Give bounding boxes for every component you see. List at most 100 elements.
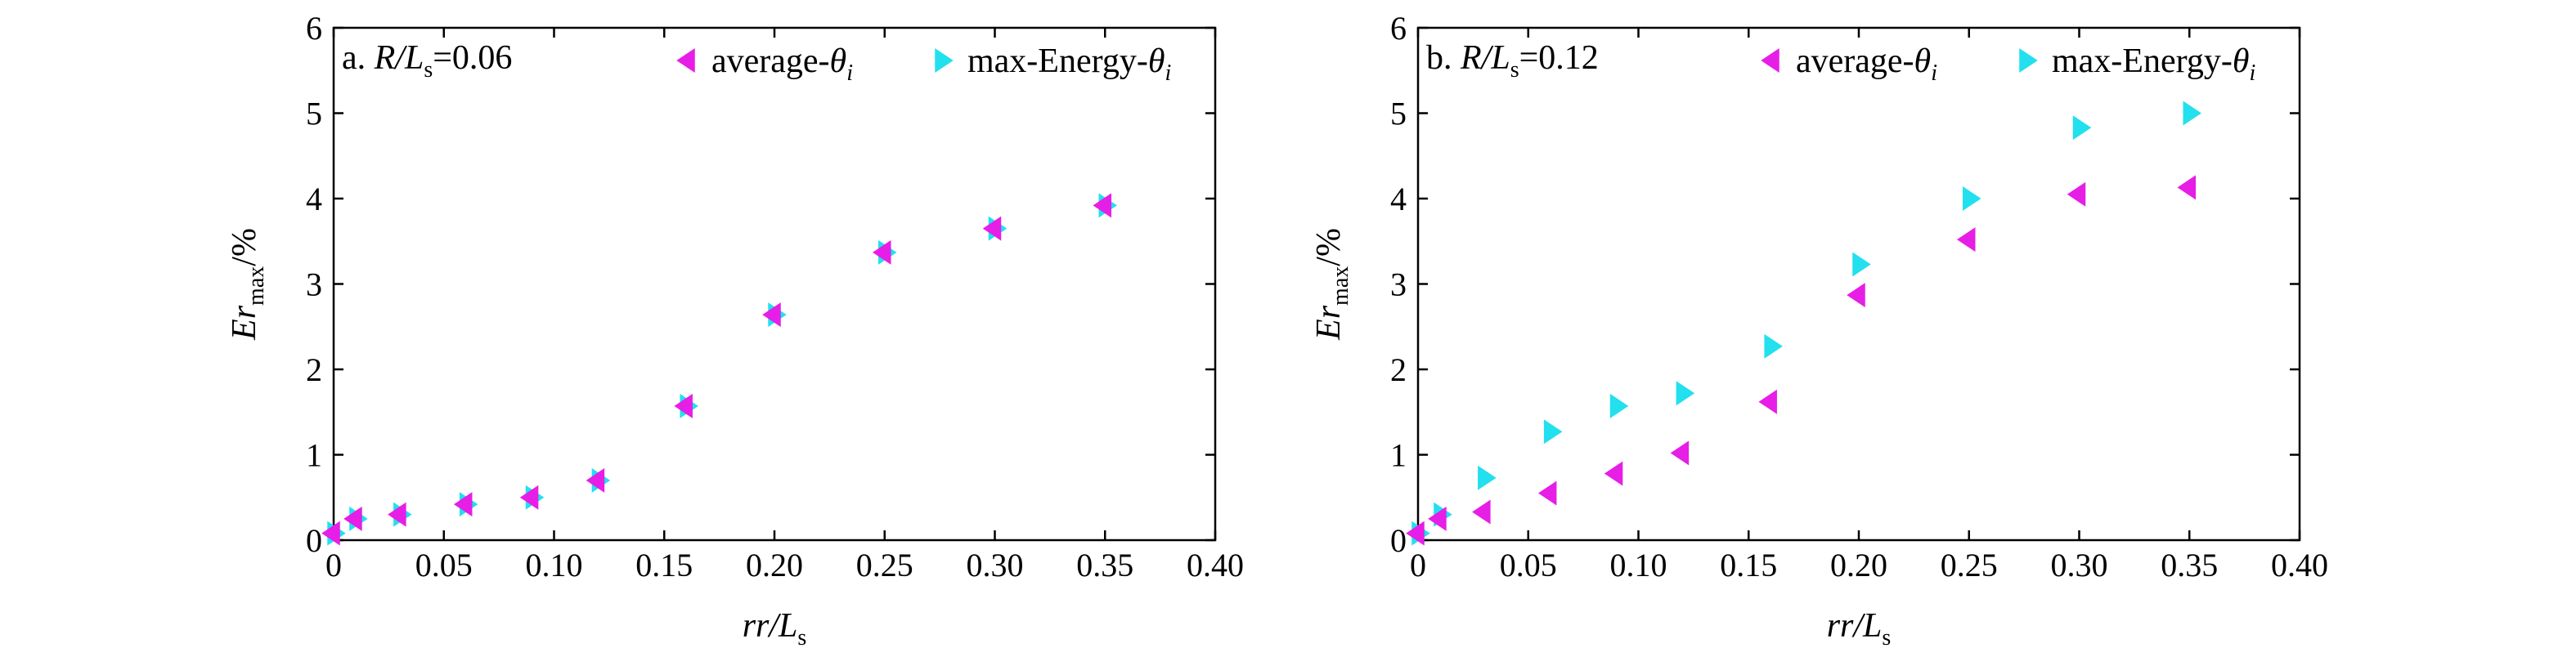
legend-entry-average: average-θi <box>676 42 853 86</box>
x-axis-label-main: rr/L <box>1827 607 1883 645</box>
data-point-average <box>873 239 891 265</box>
legend-label-sub: i <box>1165 60 1171 86</box>
panel-label-ratio-sub: s <box>424 57 433 83</box>
legend-label-symbol: θ <box>1148 42 1165 80</box>
y-axis-label-sub: max <box>244 266 269 306</box>
panel-label-prefix: b. <box>1426 39 1461 77</box>
panel-label-ratio: R/L <box>1460 39 1510 77</box>
y-axis-label-main: Er <box>1310 305 1348 341</box>
data-point-average <box>388 502 406 527</box>
data-point-average <box>1670 440 1690 466</box>
y-tick-label: 5 <box>1390 96 1407 132</box>
legend-label-text: max-Energy- <box>2052 42 2233 80</box>
y-tick-label: 6 <box>306 10 322 47</box>
x-axis-label-sub: s <box>797 625 806 650</box>
x-tick-label: 0.40 <box>2271 547 2328 583</box>
panel-label-value: =0.06 <box>433 39 512 77</box>
x-tick-label: 0.35 <box>2161 547 2218 583</box>
x-axis-label: rr/Ls <box>1827 607 1892 650</box>
x-axis-label-sub: s <box>1882 625 1891 650</box>
data-point-average <box>2177 175 2196 200</box>
x-tick-label: 0.35 <box>1076 547 1133 583</box>
data-point-max-energy <box>1676 381 1695 406</box>
legend-label: average-θi <box>1796 42 1937 86</box>
x-tick-label: 0.15 <box>1720 547 1777 583</box>
legend-marker-max-energy <box>2019 48 2038 73</box>
x-axis-label-main: rr/L <box>743 607 798 645</box>
y-tick-label: 3 <box>306 266 322 303</box>
data-point-average <box>519 485 539 510</box>
data-point-average <box>1604 461 1623 486</box>
y-tick-label: 0 <box>1390 522 1407 559</box>
y-tick-label: 4 <box>1390 181 1407 217</box>
x-tick-label: 0.15 <box>635 547 693 583</box>
data-point-average <box>586 467 605 493</box>
legend-label-text: max-Energy- <box>967 42 1148 80</box>
panel-label-prefix: a. <box>342 39 375 77</box>
data-point-average <box>2067 181 2086 207</box>
data-point-average <box>982 216 1002 241</box>
legend-label-sub: i <box>846 60 853 86</box>
x-tick-label: 0.20 <box>1830 547 1887 583</box>
y-axis-label: Ermax/% <box>1310 228 1353 341</box>
legend-label: average-θi <box>711 42 853 86</box>
chart-panel-b: 0 0.05 0.10 0.15 0.20 0.25 0.30 0.35 0.40 0 1 2 3 4 5 6… <box>1310 10 2328 650</box>
data-point-average <box>343 506 362 531</box>
legend-marker-average <box>676 48 695 73</box>
x-tick-label: 0.20 <box>746 547 803 583</box>
data-point-max-energy <box>1852 252 1871 277</box>
data-point-average <box>1428 506 1447 531</box>
x-tick-label: 0.40 <box>1187 547 1244 583</box>
data-point-max-energy <box>1478 465 1497 490</box>
y-axis-label-sub: max <box>1328 266 1353 306</box>
y-tick-label: 2 <box>306 351 322 388</box>
x-tick-label: 0.10 <box>526 547 583 583</box>
x-tick-label: 0.05 <box>415 547 473 583</box>
data-point-max-energy <box>1543 419 1563 445</box>
x-tick-label: 0 <box>1410 547 1426 583</box>
x-tick-label: 0.10 <box>1610 547 1667 583</box>
legend-label: max-Energy-θi <box>2052 42 2255 86</box>
y-axis-label-tail: /% <box>226 228 263 266</box>
x-tick-label: 0.25 <box>1941 547 1998 583</box>
plot-frame <box>1416 26 2301 542</box>
y-axis-label-main: Er <box>226 305 263 341</box>
x-axis-label: rr/Ls <box>743 607 807 650</box>
data-point-average <box>1847 283 1865 308</box>
legend-label-sub: i <box>2249 60 2255 86</box>
legend-label-symbol: θ <box>1914 42 1932 80</box>
data-point-average <box>1957 227 1976 253</box>
y-axis-label: Ermax/% <box>226 228 269 341</box>
legend-marker-average <box>1761 48 1779 73</box>
legend-label-symbol: θ <box>2233 42 2250 80</box>
data-point-max-energy <box>2072 115 2092 141</box>
panel-label: b. R/Ls=0.12 <box>1426 39 1599 83</box>
data-point-max-energy <box>2183 101 2201 126</box>
legend-label-text: average- <box>711 42 830 80</box>
x-tick-label: 0.05 <box>1500 547 1557 583</box>
legend-label: max-Energy-θi <box>967 42 1171 86</box>
legend-label-text: average- <box>1796 42 1914 80</box>
data-point-max-energy <box>1963 186 1981 211</box>
data-point-average <box>453 492 473 517</box>
data-point-average <box>1537 481 1557 506</box>
data-point-average <box>674 393 693 418</box>
panel-label-ratio-sub: s <box>1510 57 1519 83</box>
legend-entry-max-energy: max-Energy-θi <box>935 42 1171 86</box>
panel-label-value: =0.12 <box>1519 39 1599 77</box>
data-point-average <box>321 521 340 546</box>
y-axis-label-tail: /% <box>1310 228 1348 266</box>
x-tick-label: 0.25 <box>856 547 913 583</box>
plot-frame <box>332 26 1217 542</box>
y-tick-label: 4 <box>306 181 322 217</box>
legend-marker-max-energy <box>935 48 954 73</box>
x-tick-label: 0.30 <box>967 547 1024 583</box>
data-point-average <box>1472 499 1491 525</box>
data-point-max-energy <box>1764 333 1783 359</box>
data-point-average <box>1758 389 1777 414</box>
data-point-max-energy <box>1609 393 1629 418</box>
y-tick-label: 1 <box>1390 437 1407 474</box>
legend-label-sub: i <box>1931 60 1937 86</box>
